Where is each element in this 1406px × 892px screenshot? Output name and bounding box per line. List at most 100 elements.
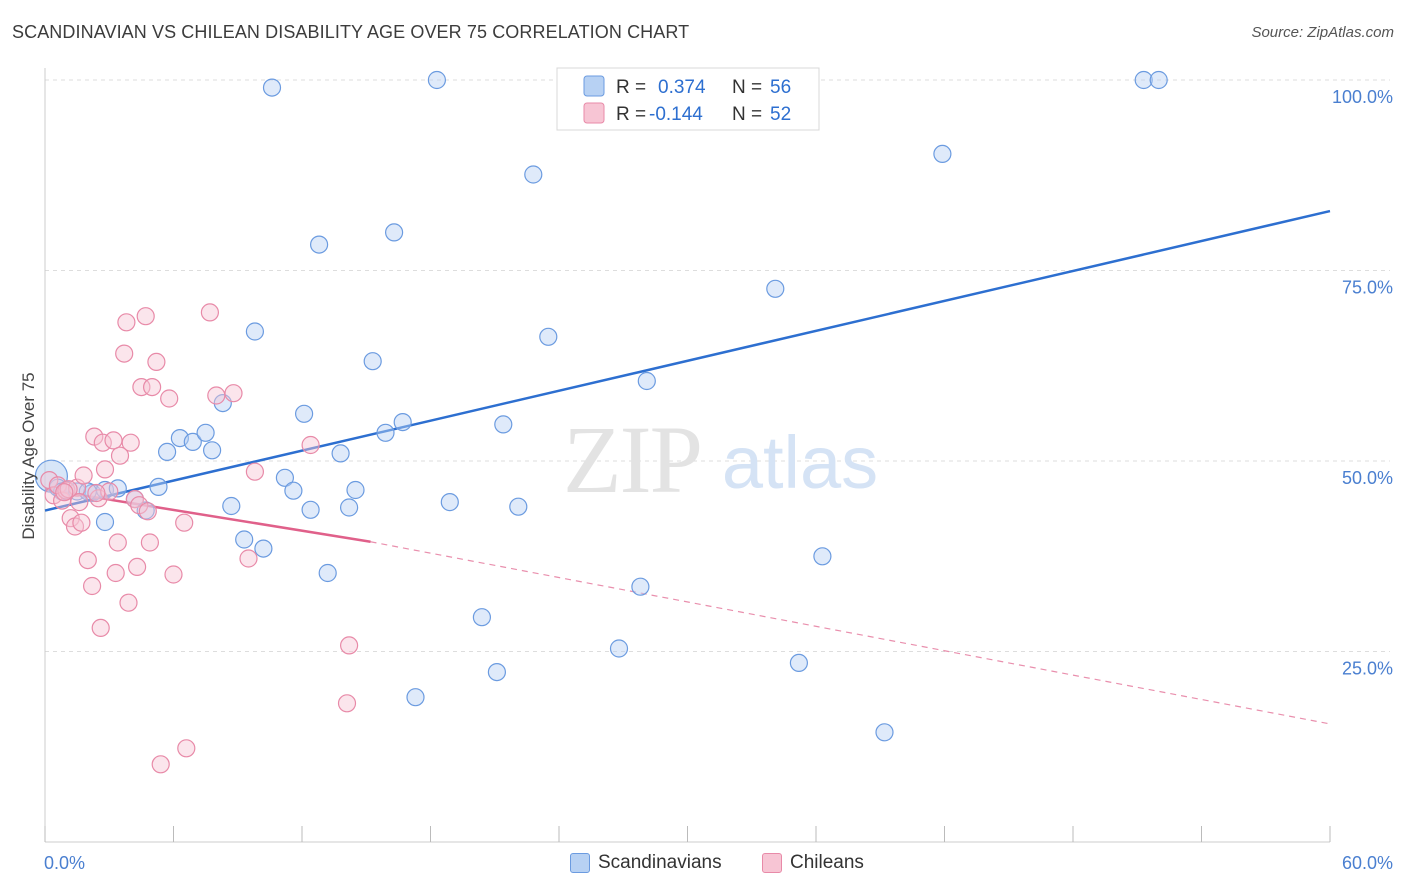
legend-swatch-chileans — [583, 102, 605, 124]
legend-r-value-1: 0.374 — [658, 77, 706, 98]
scandinavian-point — [196, 423, 215, 442]
chilean-point — [61, 509, 80, 528]
chilean-point — [160, 389, 179, 408]
scandinavian-point — [284, 481, 303, 500]
chilean-point — [140, 533, 159, 552]
scandinavian-point — [385, 223, 404, 242]
scandinavian-point — [363, 352, 382, 371]
axes — [44, 68, 1331, 843]
scandinavian-point — [789, 653, 809, 673]
legend-n-value-1: 56 — [770, 77, 791, 98]
scandinavian-point — [487, 662, 506, 682]
chilean-point — [138, 502, 157, 521]
chilean-point — [78, 550, 97, 570]
scandinavian-point — [203, 441, 222, 460]
scandinavian-point — [222, 496, 241, 516]
scandinavian-point — [406, 688, 425, 707]
watermark: ZIP atlas — [563, 406, 878, 513]
scandinavian-point — [183, 432, 202, 451]
chilean-point — [175, 513, 194, 532]
legend-r-label-1: R = — [616, 77, 646, 98]
chilean-point — [147, 352, 166, 371]
scandinavian-point — [346, 480, 365, 500]
x-tick-label: 0.0% — [44, 853, 85, 873]
scandinavian-point — [875, 723, 894, 742]
chilean-point — [117, 313, 136, 332]
chilean-point — [95, 460, 115, 479]
chilean-point — [136, 307, 155, 326]
chilean-point — [106, 563, 125, 583]
scandinavian-point — [95, 512, 115, 532]
legend-top: R = 0.374 N = 56 R = -0.144 N = 52 — [556, 67, 820, 131]
scandinavian-point — [637, 371, 656, 391]
scandinavian-point — [933, 144, 952, 163]
scandinavian-point — [235, 530, 254, 549]
legend-label-scandinavians: Scandinavians — [598, 852, 722, 873]
chilean-point — [115, 344, 134, 363]
scandinavian-point — [427, 70, 446, 90]
chilean-point — [55, 483, 74, 502]
scandinavian-point — [524, 165, 543, 184]
legend-item-scandinavians: Scandinavians — [570, 852, 722, 874]
scandinavian-point — [1134, 70, 1153, 90]
scandinavian-point — [539, 327, 558, 346]
tick-labels: 25.0% 50.0% 75.0% 100.0% 0.0% 60.0% — [44, 87, 1393, 873]
scandinavian-point — [766, 279, 785, 298]
chilean-point — [128, 557, 147, 577]
chilean-point — [93, 433, 112, 452]
chilean-point — [164, 565, 183, 584]
chilean-point — [70, 493, 89, 512]
y-tick-label: 100.0% — [1332, 87, 1393, 107]
trend-line-scandinavians — [44, 209, 1331, 512]
chilean-point — [110, 446, 130, 465]
scandinavian-point — [318, 563, 337, 583]
chilean-point — [224, 384, 243, 403]
legend-r-value-2: -0.144 — [649, 104, 703, 125]
chilean-point — [121, 433, 140, 452]
chilean-point — [82, 576, 102, 596]
scandinavian-point — [813, 547, 832, 566]
scandinavian-point — [262, 78, 282, 97]
scandinavian-point — [494, 415, 513, 434]
scandinavian-point — [472, 608, 491, 627]
chilean-point — [340, 636, 359, 655]
scandinavian-point — [440, 493, 459, 512]
chilean-point — [108, 533, 127, 552]
chilean-point — [119, 593, 138, 612]
chilean-point — [72, 513, 91, 532]
data-points — [34, 70, 1168, 774]
chilean-point — [143, 378, 162, 397]
x-tick-label: 60.0% — [1342, 853, 1393, 873]
scandinavian-point — [254, 539, 273, 558]
scandinavian-point — [310, 235, 329, 254]
scandinavian-point — [340, 498, 359, 517]
scandinavian-point — [393, 413, 412, 432]
scandinavian-point — [1149, 70, 1168, 90]
chilean-point — [239, 549, 258, 568]
scandinavian-point — [376, 423, 395, 442]
legend-n-value-2: 52 — [770, 104, 791, 125]
legend-r-label-2: R = — [616, 104, 646, 125]
chilean-point — [151, 755, 170, 774]
scandinavian-point — [295, 404, 314, 423]
scandinavian-point — [245, 322, 264, 341]
legend-swatch-scandinavians — [583, 75, 605, 97]
scandinavian-point — [158, 442, 177, 461]
scandinavian-point — [631, 577, 650, 596]
y-axis-label: Disability Age Over 75 — [19, 372, 38, 539]
chilean-point — [207, 386, 226, 405]
legend-n-label-2: N = — [732, 104, 762, 125]
scandinavian-point — [301, 500, 320, 519]
chilean-point — [200, 303, 219, 322]
source-label: Source: ZipAtlas.com — [1251, 24, 1394, 41]
chilean-point — [104, 431, 123, 450]
chilean-point — [301, 435, 320, 455]
legend-swatch-blue — [570, 853, 590, 873]
trend-line-chileans-extension — [370, 541, 1331, 725]
legend-n-label-1: N = — [732, 77, 762, 98]
scandinavian-point — [609, 639, 629, 658]
chilean-point — [91, 618, 110, 638]
chilean-point — [132, 378, 151, 397]
chilean-point — [177, 739, 196, 758]
